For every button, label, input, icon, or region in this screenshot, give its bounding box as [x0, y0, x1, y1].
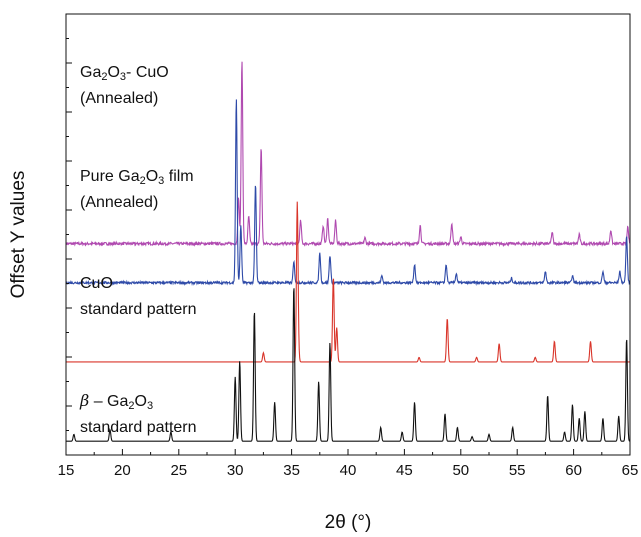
- series-label-1-line-2: (Annealed): [80, 90, 158, 107]
- series-label-3-line-1: CuO: [80, 275, 113, 292]
- x-tick-label: 35: [283, 462, 300, 479]
- series-label-2-line-1: Pure Ga2O3 film: [80, 168, 194, 187]
- x-tick-label: 45: [396, 462, 413, 479]
- x-tick-label: 50: [452, 462, 469, 479]
- series-line-1: [65, 61, 631, 248]
- plot-area: [65, 61, 631, 442]
- y-axis-title: Offset Y values: [8, 171, 29, 299]
- series-line-3: [66, 201, 630, 363]
- series-label-1-line-1: Ga2O3- CuO: [80, 64, 169, 83]
- x-tick-label: 60: [565, 462, 582, 479]
- axes: 15 20 25 30 35 40 45 50 55 60 65: [58, 13, 639, 479]
- series-labels: Ga2O3- CuO (Annealed) Pure Ga2O3 film (Anne…: [79, 64, 197, 436]
- series-label-4-line-2: standard pattern: [80, 419, 197, 436]
- x-tick-label: 20: [114, 462, 131, 479]
- series-label-2-line-2: (Annealed): [80, 194, 158, 211]
- x-axis-title: 2θ (°): [325, 512, 372, 533]
- x-tick-label: 40: [340, 462, 357, 479]
- x-tick-label: 55: [509, 462, 526, 479]
- x-tick-label: 30: [227, 462, 244, 479]
- series-line-4: [66, 288, 631, 442]
- x-tick-label: 65: [622, 462, 639, 479]
- x-tick-label: 25: [170, 462, 187, 479]
- series-label-3-line-2: standard pattern: [80, 301, 197, 318]
- series-line-2: [65, 99, 631, 287]
- x-tick-label: 15: [58, 462, 75, 479]
- series-label-4-line-1: β – Ga2O3: [79, 391, 153, 412]
